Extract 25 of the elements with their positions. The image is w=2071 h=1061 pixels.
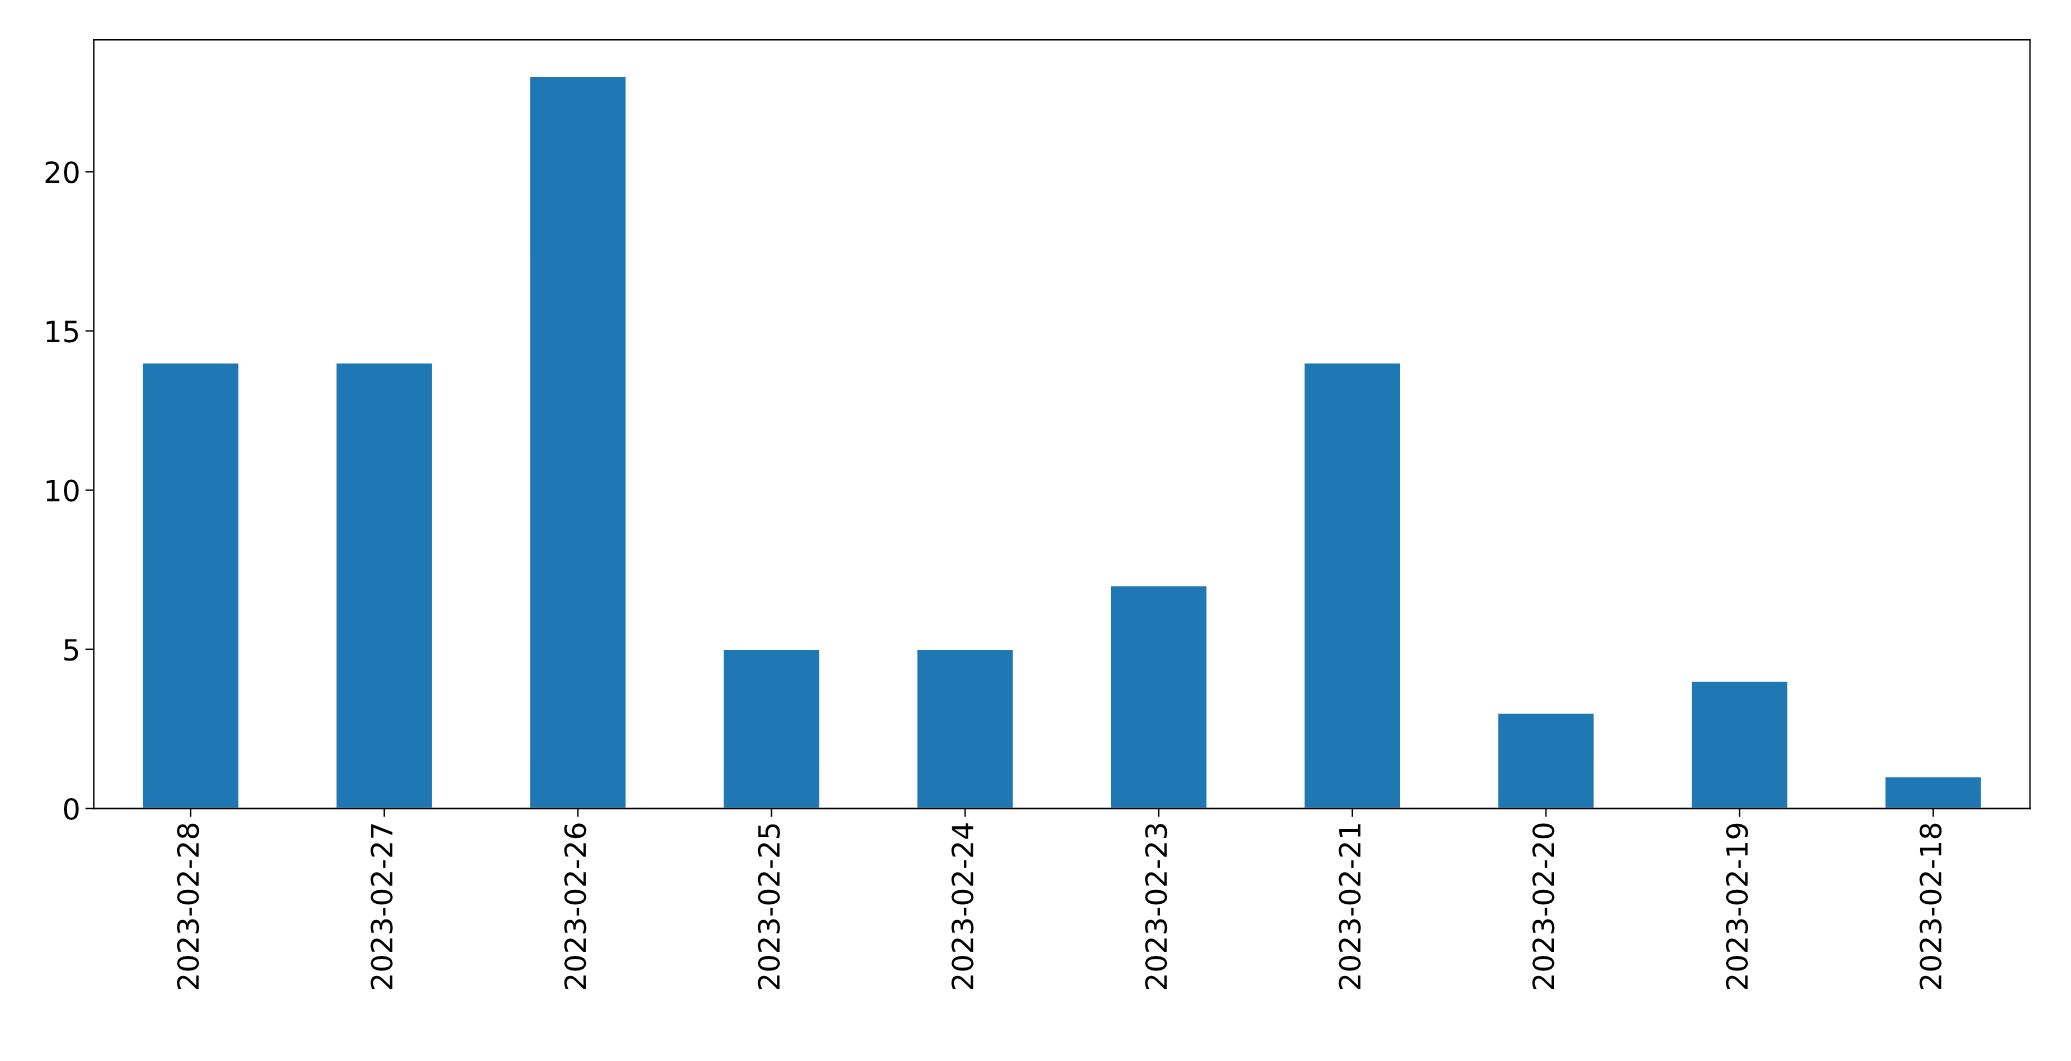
bar: [141, 362, 240, 809]
x-tick-label: 2023-02-21: [1338, 824, 1361, 990]
bar: [1690, 680, 1789, 809]
x-tick-label: 2023-02-25: [757, 824, 780, 990]
x-tick-label: 2023-02-28: [177, 823, 200, 990]
y-tick-label: 15: [46, 320, 79, 343]
x-tick-label: 2023-02-18: [1919, 823, 1942, 990]
y-tick-label: 0: [63, 797, 79, 820]
x-tick-label: 2023-02-27: [370, 824, 393, 990]
bar: [1884, 775, 1983, 809]
bar: [335, 362, 434, 809]
bar: [1303, 362, 1402, 809]
y-tick-label: 10: [46, 479, 79, 502]
bar: [722, 648, 821, 809]
bar: [1496, 712, 1596, 809]
x-tick-label: 2023-02-19: [1725, 823, 1749, 990]
y-tick-label: 20: [45, 161, 79, 184]
x-tick-label: 2023-02-23: [1145, 824, 1168, 990]
bar: [915, 648, 1015, 809]
x-tick-label: 2023-02-26: [564, 823, 587, 990]
bar: [1109, 584, 1208, 809]
y-tick-label: 5: [64, 639, 79, 661]
bar: [528, 75, 627, 809]
x-tick-label: 2023-02-20: [1532, 823, 1555, 990]
x-tick-label: 2023-02-24: [951, 823, 974, 990]
